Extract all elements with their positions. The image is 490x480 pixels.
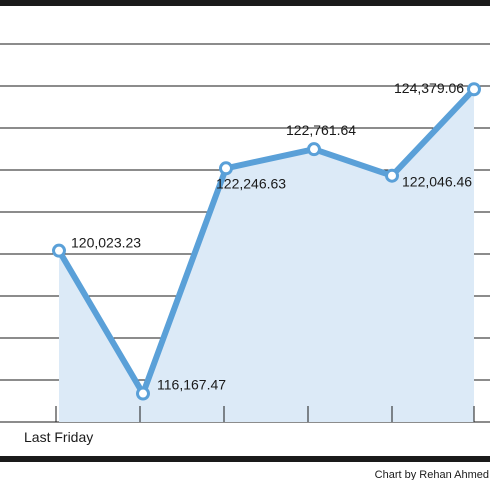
x-axis-ticks <box>55 406 475 422</box>
data-points <box>52 82 481 401</box>
data-label-2: 122,246.63 <box>216 175 286 191</box>
area-fill <box>59 89 474 423</box>
x-tick-labels: Last Friday <box>24 429 93 445</box>
data-point-0 <box>52 243 66 258</box>
data-label-0: 120,023.23 <box>71 235 141 251</box>
data-label-3: 122,761.64 <box>286 122 356 138</box>
top-border <box>0 0 490 6</box>
data-point-1 <box>136 386 150 401</box>
data-label-5: 124,379.06 <box>394 80 464 96</box>
series-line <box>56 86 477 397</box>
chart-credit: Chart by Rehan Ahmed <box>375 469 489 480</box>
data-point-2 <box>219 161 233 176</box>
data-point-3 <box>307 142 321 157</box>
data-point-5 <box>467 82 481 97</box>
data-label-4: 122,046.46 <box>402 174 472 190</box>
data-labels: 120,023.23 116,167.47 122,246.63 122,761.64… <box>71 80 472 392</box>
x-tick-label-0: Last Friday <box>24 429 93 445</box>
data-label-1: 116,167.47 <box>157 377 226 393</box>
data-point-4 <box>385 168 399 183</box>
bottom-border <box>0 456 490 462</box>
